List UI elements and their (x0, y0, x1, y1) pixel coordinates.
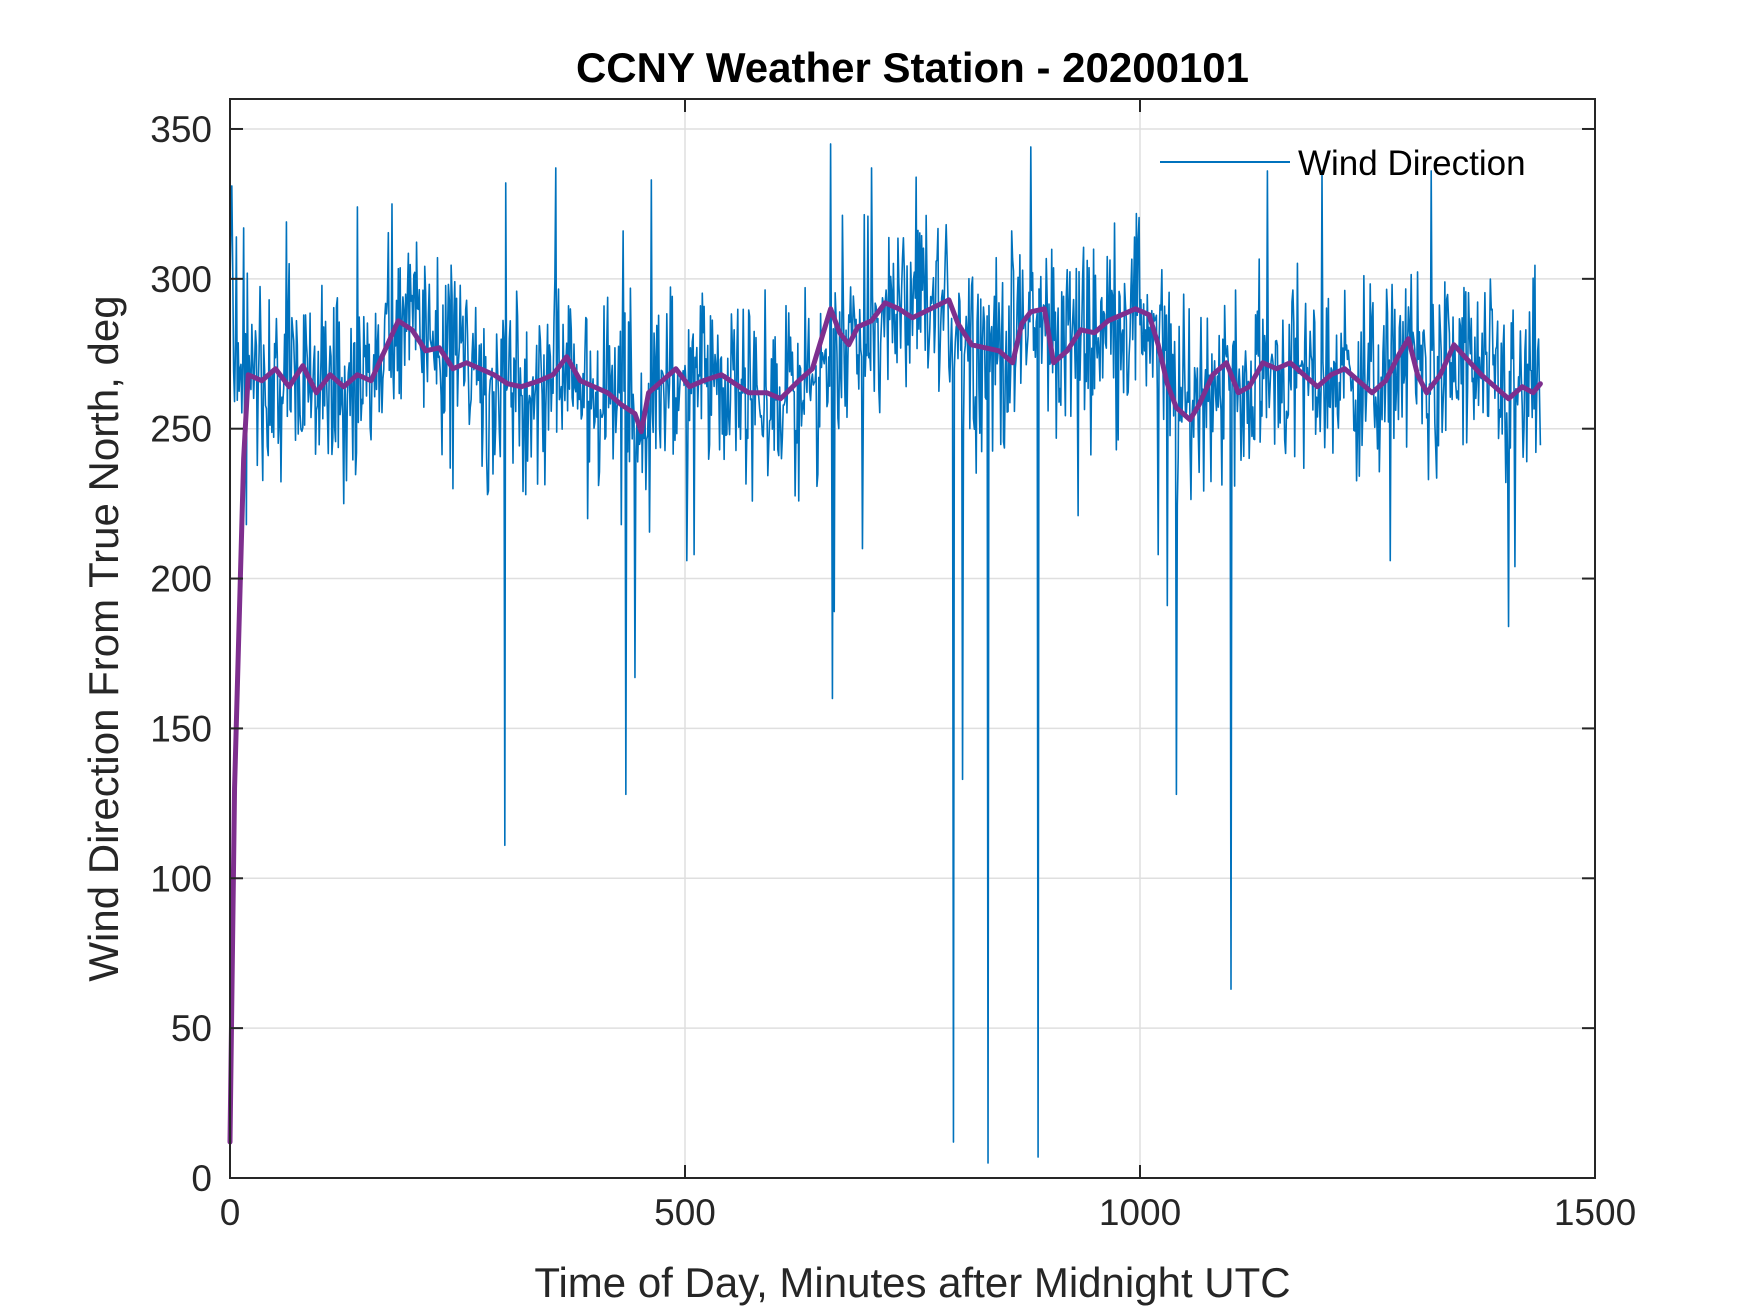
y-tick-label-50: 50 (171, 1008, 212, 1049)
x-axis-label: Time of Day, Minutes after Midnight UTC (534, 1259, 1290, 1306)
legend-label-wind-direction: Wind Direction (1298, 144, 1526, 183)
axes-box (229, 98, 1596, 1179)
legend: Wind Direction (1160, 144, 1526, 183)
x-tick-label-500: 500 (654, 1192, 716, 1233)
plot-series (227, 143, 1543, 1164)
x-tick-label-1000: 1000 (1099, 1192, 1181, 1233)
y-tick-label-150: 150 (150, 708, 212, 749)
y-axis-label: Wind Direction From True North, deg (80, 295, 127, 981)
x-tick-label-0: 0 (220, 1192, 241, 1233)
x-tick-label-1500: 1500 (1554, 1192, 1636, 1233)
chart-title: CCNY Weather Station - 20200101 (576, 44, 1249, 91)
series-line-smoothed (227, 297, 1543, 1145)
y-tick-label-200: 200 (150, 559, 212, 600)
y-tick-label-350: 350 (150, 109, 212, 150)
tick-labels: 0 500 1000 1500 0 50 100 150 200 250 300 350 (150, 109, 1636, 1233)
y-tick-label-300: 300 (150, 259, 212, 300)
y-tick-label-250: 250 (150, 409, 212, 450)
y-tick-label-0: 0 (191, 1158, 212, 1199)
y-tick-label-100: 100 (150, 858, 212, 899)
tick-marks (229, 99, 1596, 1179)
